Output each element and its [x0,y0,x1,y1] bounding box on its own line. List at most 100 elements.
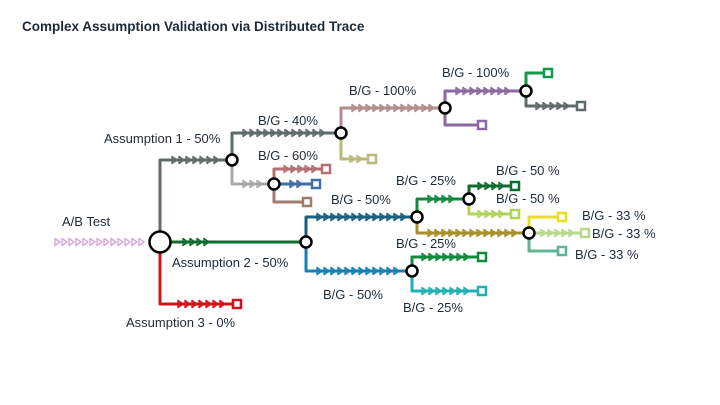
label-assumption-2: Assumption 2 - 50% [172,255,289,270]
node-bg-25-a [462,192,476,206]
chevron-mark [198,299,205,309]
chevron-mark [469,86,476,96]
chevron-mark [498,209,505,219]
chevron-mark [400,212,407,222]
chevron-mark [477,181,484,191]
chevron-mark [554,228,561,238]
chevron-mark [372,212,379,222]
chevron-mark [498,181,505,191]
bg-100-right-chevrons [455,86,511,96]
bg-33-b-chevrons [540,228,575,238]
chevron-mark [249,179,256,189]
chevron-mark [96,237,103,247]
label-bg-50-up: B/G - 50% [331,192,391,207]
chevron-mark [191,299,198,309]
leaf-top-up [542,67,554,79]
top-leaf-down-chevrons [535,101,570,111]
chevron-mark [393,212,400,222]
chevron-mark [203,237,210,247]
chevron-mark [549,101,556,111]
chevron-mark [542,101,549,111]
label-bg-50pct-a: B/G - 50 % [496,163,560,178]
label-bg-33-c: B/G - 33 % [575,247,639,262]
node-assumption-2 [299,235,313,249]
chevron-mark [277,128,284,138]
chevron-mark [497,228,504,238]
chevron-mark [400,103,407,113]
label-bg-33-a: B/G - 33 % [582,208,646,223]
node-bg-100-left [438,101,452,115]
chevron-mark [356,154,363,164]
edge-assumption-1 [158,158,178,242]
chevron-mark [297,164,304,174]
chevron-mark [206,155,213,165]
leaf-bg-25-c-down [476,285,488,297]
label-bg-50-down: B/G - 50% [323,287,383,302]
bg-25-c-down-chevrons [421,286,470,296]
chevron-mark [205,299,212,309]
chevron-mark [441,228,448,238]
chevron-mark [337,266,344,276]
leaf-bg-33-c [556,245,568,257]
label-bg-60: B/G - 60% [258,148,318,163]
nodes-layer [148,84,536,278]
chevron-mark [442,286,449,296]
label-bg-25-b: B/G - 25% [396,236,456,251]
bg-100-left-chevrons [351,103,435,113]
chevron-mark [476,228,483,238]
chevron-mark [344,212,351,222]
bg-25-c-up-chevrons [421,252,470,262]
chevron-mark [469,228,476,238]
chevron-mark [365,266,372,276]
chevron-mark [455,228,462,238]
chevron-mark [351,266,358,276]
bg-25-a-chevrons [427,194,455,204]
leaf-bg-33-b [579,227,591,239]
label-assumption-1: Assumption 1 - 50% [104,131,221,146]
chevron-mark [456,286,463,296]
node-bg-50-down [405,264,419,278]
chevron-mark [358,266,365,276]
chevron-mark [189,237,196,247]
chevron-mark [358,103,365,113]
chevron-mark [219,299,226,309]
node-bg-100-right [519,84,533,98]
chevron-mark [330,266,337,276]
chevron-mark [435,252,442,262]
chevron-mark [323,212,330,222]
edge-assumption-3 [158,242,237,306]
chevron-mark [497,86,504,96]
chevron-mark [448,194,455,204]
node-bg-60 [267,177,281,191]
chevron-mark [379,266,386,276]
chevron-mark [484,209,491,219]
chevron-mark [421,252,428,262]
bg-100-left-stub-chevrons [349,154,363,164]
chevron-mark [284,128,291,138]
root-node [148,230,172,254]
chevron-mark [455,86,462,96]
chevron-mark [511,228,518,238]
edge-bg-60 [230,160,274,186]
node-bg-50-up [410,210,424,224]
chevron-mark [484,181,491,191]
chevron-mark [448,228,455,238]
chevron-mark [298,128,305,138]
chevron-mark [283,164,290,174]
chevron-mark [463,252,470,262]
leaf-bg-33-a [556,211,568,223]
chevron-mark [386,212,393,222]
leaf-assumption-3 [231,298,243,310]
chevron-mark [311,164,318,174]
chevron-mark [463,286,470,296]
bg-50pct-b-chevrons [477,209,505,219]
label-ab-test: A/B Test [62,214,111,229]
chevron-mark [504,228,511,238]
chevron-mark [182,237,189,247]
chevron-mark [296,179,303,189]
label-bg-40: B/G - 40% [258,113,318,128]
chevron-mark [441,194,448,204]
chevron-mark [476,86,483,96]
chevron-mark [256,179,263,189]
